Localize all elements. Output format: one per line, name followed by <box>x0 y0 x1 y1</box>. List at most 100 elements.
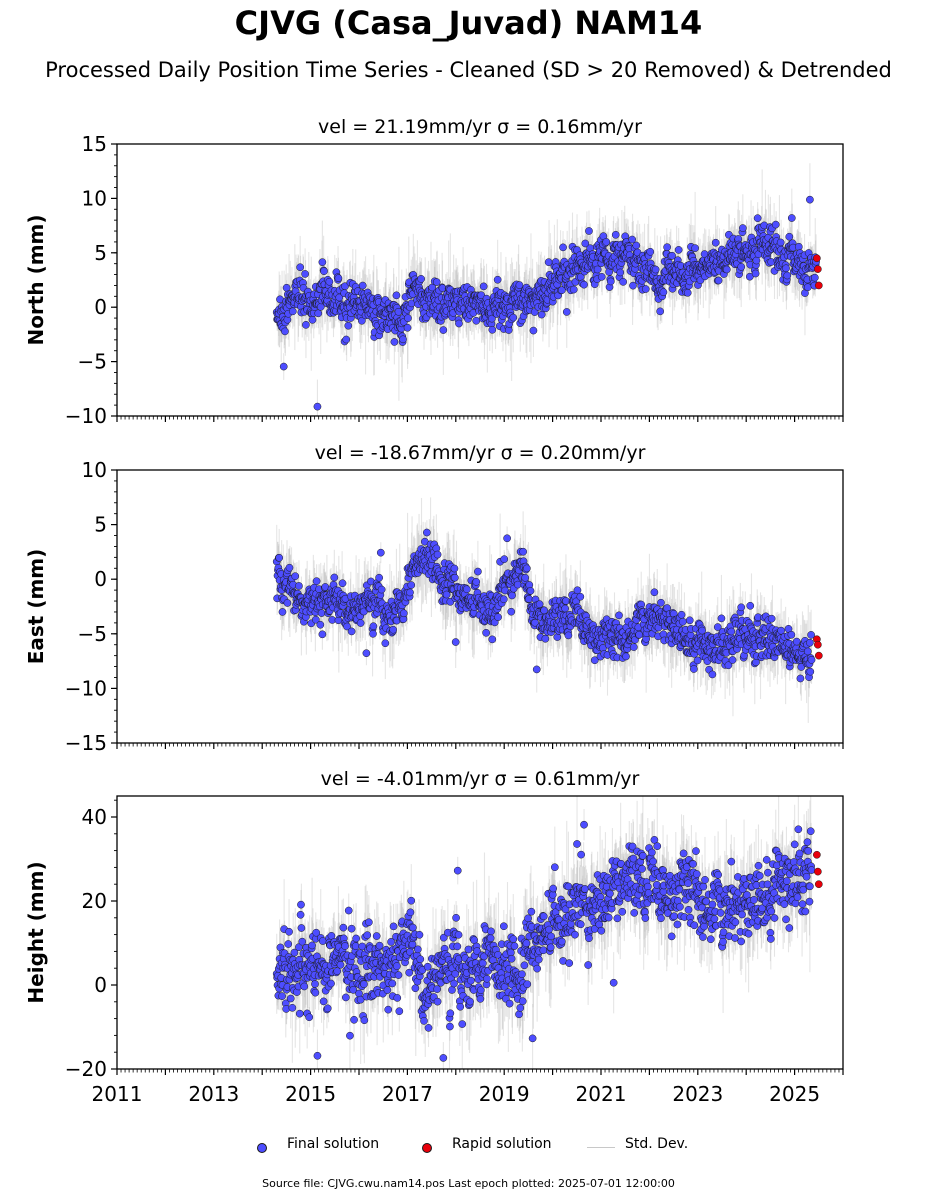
plot-area <box>272 163 823 416</box>
final-solution-point <box>525 595 533 603</box>
final-solution-point <box>674 246 683 254</box>
rapid-solution-point <box>814 281 823 290</box>
final-solution-point <box>787 214 796 222</box>
final-solution-point <box>499 595 508 604</box>
final-solution-point <box>509 313 518 322</box>
final-solution-point <box>455 319 463 328</box>
final-solution-point <box>403 323 412 332</box>
figure-title: CJVG (Casa_Juvad) NAM14 <box>234 4 703 42</box>
final-solution-point <box>611 230 620 239</box>
final-solution-point <box>472 578 481 586</box>
final-solution-point <box>593 265 602 274</box>
final-solution-point <box>806 195 814 204</box>
final-solution-point <box>535 600 544 609</box>
final-solution-point <box>377 585 386 594</box>
y-axis-label: East (mm) <box>24 549 48 665</box>
final-solution-point <box>316 620 325 629</box>
final-solution-point <box>406 588 414 597</box>
final-solution-point <box>646 247 655 256</box>
final-solution-point <box>301 270 309 278</box>
final-solution-point <box>362 649 371 658</box>
final-solution-point <box>325 277 334 286</box>
final-solution-point <box>423 528 431 537</box>
final-solution-point <box>288 307 297 316</box>
final-solution-point <box>375 573 384 582</box>
panel-title: vel = -18.67mm/yr σ = 0.20mm/yr <box>315 442 646 464</box>
final-solution-point <box>278 608 287 616</box>
figure-subtitle: Processed Daily Position Time Series - C… <box>45 58 892 82</box>
final-solution-point <box>783 271 792 280</box>
final-solution-point <box>557 286 566 295</box>
final-solution-point <box>503 534 511 543</box>
final-solution-point <box>312 577 321 586</box>
final-solution-point <box>619 277 627 286</box>
final-solution-point <box>347 627 356 636</box>
final-solution-point <box>776 238 785 247</box>
final-solution-point <box>311 615 320 624</box>
final-solution-point <box>722 265 731 274</box>
final-solution-point <box>318 630 327 639</box>
final-solution-point <box>389 625 397 634</box>
final-solution-point <box>451 638 460 646</box>
final-solution-point <box>656 307 664 316</box>
final-solution-point <box>519 547 527 556</box>
final-solution-point <box>488 325 497 334</box>
final-solution-point <box>602 238 611 246</box>
final-solution-point <box>390 338 399 346</box>
final-solution-point <box>474 567 482 576</box>
final-solution-point <box>358 281 367 290</box>
panel-title: vel = 21.19mm/yr σ = 0.16mm/yr <box>318 116 642 138</box>
final-solution-point <box>562 308 571 316</box>
y-tick-label: 15 <box>82 132 107 156</box>
final-solution-point <box>737 263 746 271</box>
final-solution-point <box>810 273 819 282</box>
final-solution-point <box>782 264 790 273</box>
final-solution-point <box>314 309 323 318</box>
y-tick-label: 10 <box>82 186 107 210</box>
final-solution-point <box>585 227 593 235</box>
final-solution-point <box>302 321 310 329</box>
final-solution-point <box>616 268 625 277</box>
final-solution-point <box>320 267 328 275</box>
final-solution-point <box>615 611 623 620</box>
final-solution-point <box>472 316 481 325</box>
final-solution-point <box>663 243 671 252</box>
final-solution-point <box>399 609 408 618</box>
final-solution-point <box>711 238 720 247</box>
final-solution-point <box>753 214 762 223</box>
chart-canvas: vel = 21.19mm/yr σ = 0.16mm/yr North (mm)… <box>24 116 844 1106</box>
final-solution-point <box>356 619 365 627</box>
final-solution-point <box>341 282 349 291</box>
final-solution-point <box>283 599 292 607</box>
final-solution-point <box>442 590 451 599</box>
final-solution-point <box>433 550 442 559</box>
final-solution-point <box>507 607 516 616</box>
final-solution-point <box>541 634 550 643</box>
final-solution-point <box>691 244 699 253</box>
final-solution-point <box>581 239 590 248</box>
final-solution-point <box>597 273 606 281</box>
final-solution-point <box>508 591 516 600</box>
final-solution-point <box>488 314 496 323</box>
y-tick-label: −10 <box>65 404 107 428</box>
panel-1: vel = 21.19mm/yr σ = 0.16mm/yr North (mm)… <box>24 116 844 428</box>
final-solution-point <box>794 242 803 251</box>
final-solution-point <box>751 269 760 278</box>
final-solution-point <box>296 263 305 272</box>
final-solution-point <box>392 291 401 300</box>
final-solution-point <box>488 635 497 644</box>
final-solution-point <box>540 606 548 615</box>
final-solution-point <box>282 283 291 292</box>
y-tick-label: 5 <box>94 241 107 265</box>
final-solution-point <box>369 629 377 638</box>
final-solution-point <box>606 277 615 286</box>
final-solution-point <box>562 597 570 605</box>
final-solution-point <box>500 555 509 563</box>
final-solution-point <box>313 402 322 411</box>
final-solution-point <box>515 281 524 289</box>
final-solution-point <box>343 622 351 631</box>
final-solution-point <box>531 618 539 627</box>
final-solution-point <box>342 335 351 344</box>
final-solution-point <box>358 316 366 325</box>
final-solution-point <box>291 572 300 581</box>
